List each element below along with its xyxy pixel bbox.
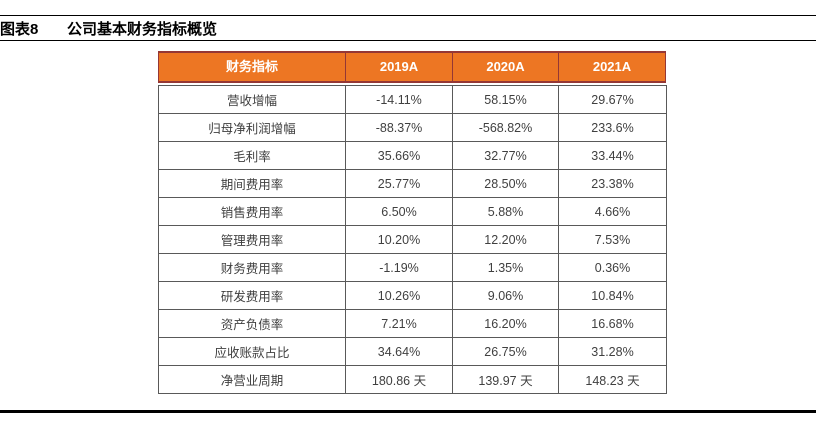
table-row: 毛利率 35.66% 32.77% 33.44% [158,141,667,170]
table-cell: 58.15% [452,85,559,114]
table-cell: 28.50% [452,169,559,198]
table-cell: 10.20% [345,225,453,254]
table-cell: 销售费用率 [158,197,346,226]
table-cell: 33.44% [558,141,667,170]
table-cell: 29.67% [558,85,667,114]
table-cell: 35.66% [345,141,453,170]
table-cell: 期间费用率 [158,169,346,198]
table-row: 财务费用率 -1.19% 1.35% 0.36% [158,253,667,282]
table-cell: -568.82% [452,113,559,142]
table-cell: 233.6% [558,113,667,142]
table-cell: 毛利率 [158,141,346,170]
table-row: 营收增幅 -14.11% 58.15% 29.67% [158,85,667,114]
figure-title: 公司基本财务指标概览 [67,20,218,38]
table-cell: 7.53% [558,225,667,254]
figure-label: 图表8 [0,20,39,38]
table-body: 营收增幅 -14.11% 58.15% 29.67% 归母净利润增幅 -88.37% -56… [158,85,667,394]
table-cell: 32.77% [452,141,559,170]
table-cell: 23.38% [558,169,667,198]
table-cell: 1.35% [452,253,559,282]
table-header-row: 财务指标 2019A 2020A 2021A [158,51,666,83]
table-cell: 148.23 天 [558,365,667,394]
table-cell: 5.88% [452,197,559,226]
header-cell-2019a: 2019A [345,53,452,81]
table-cell: -88.37% [345,113,453,142]
table-cell: 16.20% [452,309,559,338]
table-body-grid: 营收增幅 -14.11% 58.15% 29.67% 归母净利润增幅 -88.37% -56… [158,85,667,394]
table-cell: 180.86 天 [345,365,453,394]
table-cell: -14.11% [345,85,453,114]
table-row: 期间费用率 25.77% 28.50% 23.38% [158,169,667,198]
table-row: 研发费用率 10.26% 9.06% 10.84% [158,281,667,310]
table-cell: 资产负债率 [158,309,346,338]
table-cell: 应收账款占比 [158,337,346,366]
table-cell: 26.75% [452,337,559,366]
table-cell: 管理费用率 [158,225,346,254]
header-cell-2020a: 2020A [452,53,558,81]
header-cell-2021a: 2021A [558,53,666,81]
table-cell: 财务费用率 [158,253,346,282]
table-row: 销售费用率 6.50% 5.88% 4.66% [158,197,667,226]
table-cell: 营收增幅 [158,85,346,114]
table-cell: 6.50% [345,197,453,226]
table-cell: 25.77% [345,169,453,198]
bottom-rule [0,410,816,413]
table-row: 应收账款占比 34.64% 26.75% 31.28% [158,337,667,366]
table-cell: 9.06% [452,281,559,310]
figure-caption: 图表8 公司基本财务指标概览 [0,18,217,38]
table-cell: 10.84% [558,281,667,310]
top-rule [0,15,816,16]
table-row: 资产负债率 7.21% 16.20% 16.68% [158,309,667,338]
table-cell: 31.28% [558,337,667,366]
financial-indicators-table: 财务指标 2019A 2020A 2021A 营收增幅 -14.11% 58.15%… [158,51,667,394]
table-cell: 0.36% [558,253,667,282]
caption-underline-rule [0,40,816,41]
table-cell: 10.26% [345,281,453,310]
table-cell: 12.20% [452,225,559,254]
table-row: 管理费用率 10.20% 12.20% 7.53% [158,225,667,254]
table-cell: 研发费用率 [158,281,346,310]
table-cell: 7.21% [345,309,453,338]
table-cell: -1.19% [345,253,453,282]
table-cell: 139.97 天 [452,365,559,394]
header-cell-indicator: 财务指标 [158,53,345,81]
table-cell: 净营业周期 [158,365,346,394]
table-cell: 34.64% [345,337,453,366]
table-cell: 归母净利润增幅 [158,113,346,142]
table-cell: 4.66% [558,197,667,226]
table-row: 净营业周期 180.86 天 139.97 天 148.23 天 [158,365,667,394]
table-row: 归母净利润增幅 -88.37% -568.82% 233.6% [158,113,667,142]
table-cell: 16.68% [558,309,667,338]
